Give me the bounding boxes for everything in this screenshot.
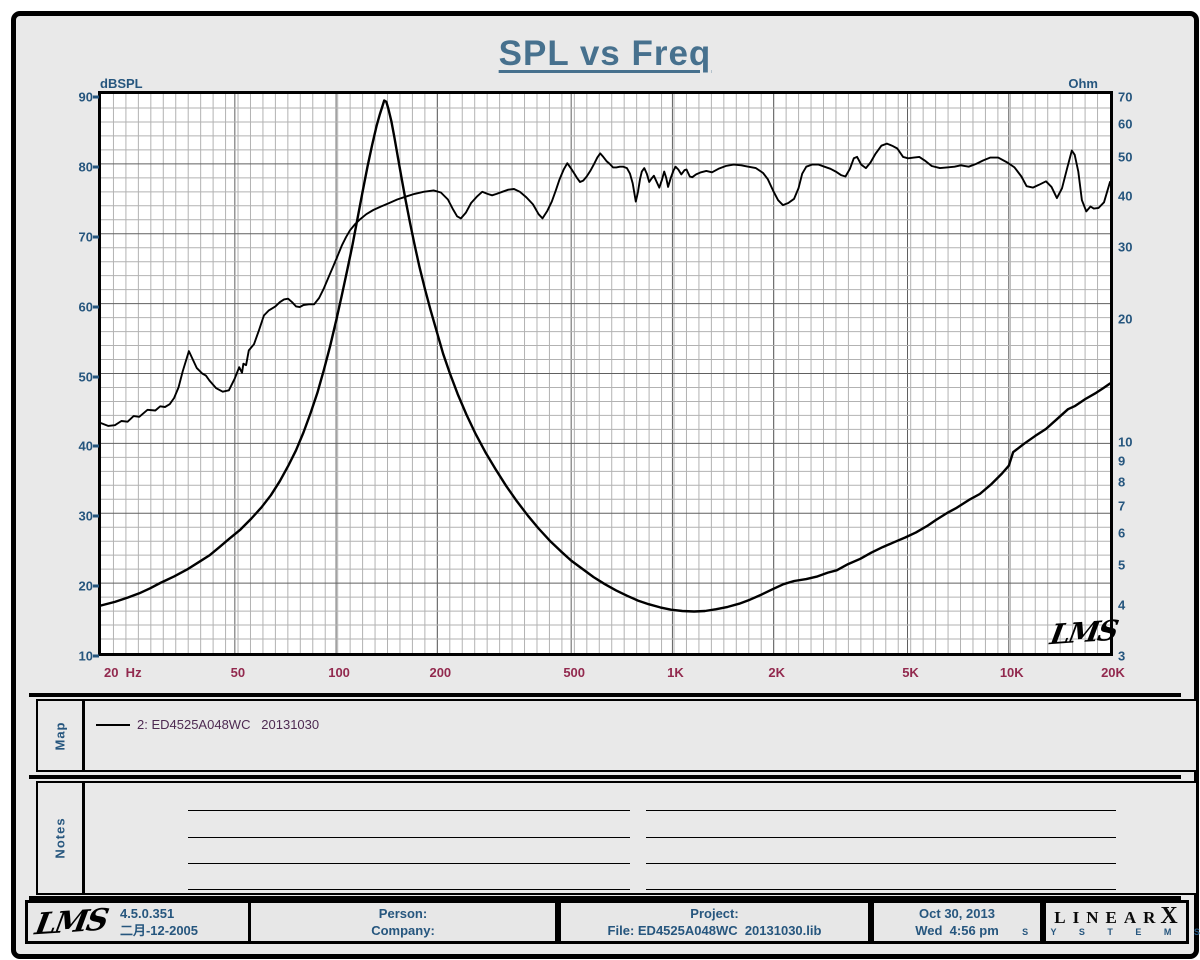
freq-tick-5000: 5K <box>902 665 919 680</box>
left-axis-tick-30: 30 <box>78 508 93 524</box>
freq-tick-1000: 1K <box>667 665 684 680</box>
map-side-box: Map <box>36 699 84 772</box>
notes-ruled-line <box>646 889 1116 890</box>
left-tick-mark <box>93 235 99 239</box>
right-axis-tick-5: 5 <box>1118 557 1126 573</box>
left-axis-tick-20: 20 <box>78 578 93 594</box>
section-divider <box>29 693 1181 697</box>
notes-label: Notes <box>52 817 68 859</box>
lms-watermark: LMS <box>1048 614 1120 651</box>
left-axis-tick-10: 10 <box>78 648 93 664</box>
report-time: Wed 4:56 pm <box>915 923 999 938</box>
software-version: 4.5.0.351 <box>119 906 175 921</box>
footer-version-cell: LMS 4.5.0.351 二月-12-2005 <box>25 900 256 944</box>
person-label: Person: <box>378 906 428 921</box>
right-axis-tick-50: 50 <box>1118 149 1133 165</box>
right-axis-tick-40: 40 <box>1118 188 1133 204</box>
notes-content-box <box>83 781 1198 895</box>
right-axis-label: Ohm <box>1068 76 1098 91</box>
notes-ruled-line <box>188 810 630 811</box>
legend-entry: 2: ED4525A048WC 20131030 <box>137 717 320 732</box>
left-axis-tick-70: 70 <box>78 229 93 245</box>
company-label: Company: <box>371 923 435 938</box>
left-axis-tick-80: 80 <box>78 159 93 175</box>
right-axis-tick-30: 30 <box>1118 239 1133 255</box>
spl-impedance-plot <box>101 94 1110 653</box>
freq-tick-50: 50 <box>230 665 246 680</box>
footer-project-cell: Project: File: ED4525A048WC 20131030.lib <box>558 900 871 944</box>
left-axis-tick-90: 90 <box>78 89 93 105</box>
map-content-box: 2: ED4525A048WC 20131030 <box>83 699 1198 772</box>
file-label: File: ED4525A048WC 20131030.lib <box>607 923 822 938</box>
right-axis-tick-3: 3 <box>1118 648 1126 664</box>
section-divider <box>29 896 1181 900</box>
right-axis-tick-70: 70 <box>1118 89 1133 105</box>
left-tick-mark <box>93 514 99 518</box>
version-block: 4.5.0.351 二月-12-2005 <box>120 905 198 939</box>
left-axis-tick-50: 50 <box>78 369 93 384</box>
linearx-logo: LINEARX <box>1054 902 1178 929</box>
notes-ruled-line <box>646 863 1116 864</box>
left-tick-mark <box>93 654 99 658</box>
report-page: SPL vs Freq dBSPL Ohm 90 80 70 60 50 40 30 20 10… <box>11 11 1200 959</box>
page-title: SPL vs Freq <box>498 34 712 73</box>
left-tick-mark <box>93 305 99 309</box>
notes-ruled-line <box>188 863 630 864</box>
linearx-x: X <box>1160 902 1178 929</box>
linearx-systems-text: S Y S T E M S <box>1022 926 1200 937</box>
right-axis-tick-8: 8 <box>1118 474 1126 490</box>
left-tick-mark <box>93 444 99 448</box>
right-axis-tick-60: 60 <box>1118 116 1133 132</box>
left-tick-mark <box>93 95 99 99</box>
section-divider <box>29 775 1181 779</box>
footer-brand-cell: LINEARX S Y S T E M S <box>1022 900 1200 944</box>
right-axis-tick-20: 20 <box>1118 311 1133 327</box>
right-axis-tick-10: 10 <box>1118 434 1133 450</box>
right-axis-tick-4: 4 <box>1118 597 1126 613</box>
left-axis-tick-60: 60 <box>78 299 93 315</box>
freq-tick-10000: 10K <box>999 665 1024 680</box>
notes-ruled-line <box>646 810 1116 811</box>
lms-logo: LMS <box>32 902 110 942</box>
spl-curve <box>101 142 1110 427</box>
footer-datetime-cell: Oct 30, 2013 Wed 4:56 pm <box>871 900 1043 944</box>
freq-tick-200: 200 <box>429 665 452 680</box>
notes-ruled-line <box>646 837 1116 838</box>
freq-tick-500: 500 <box>563 665 586 680</box>
right-axis-tick-6: 6 <box>1118 525 1126 541</box>
left-tick-mark <box>93 584 99 588</box>
footer-person-cell: Person: Company: <box>248 900 558 944</box>
right-axis-tick-7: 7 <box>1118 498 1126 514</box>
left-axis-label: dBSPL <box>100 76 143 91</box>
freq-tick-100: 100 <box>328 665 350 680</box>
left-tick-mark <box>93 165 99 169</box>
notes-side-box: Notes <box>36 781 84 895</box>
plot-frame <box>98 91 1113 656</box>
report-date: Oct 30, 2013 <box>919 906 995 921</box>
legend-line-sample <box>96 724 130 726</box>
notes-ruled-line <box>188 837 630 838</box>
left-axis-tick-40: 40 <box>78 438 93 454</box>
freq-tick-2000: 2K <box>768 665 785 680</box>
freq-tick-20000: 20K <box>1101 665 1125 680</box>
map-label: Map <box>52 721 68 750</box>
right-axis-tick-9: 9 <box>1118 453 1126 469</box>
project-label: Project: <box>690 906 739 921</box>
freq-tick-20: 20 Hz <box>104 665 142 680</box>
software-build-date: 二月-12-2005 <box>119 923 199 938</box>
left-tick-mark <box>93 375 99 378</box>
impedance-curve <box>101 99 1110 613</box>
lms-watermark-text: LMS <box>1047 613 1120 652</box>
notes-ruled-line <box>188 889 630 890</box>
